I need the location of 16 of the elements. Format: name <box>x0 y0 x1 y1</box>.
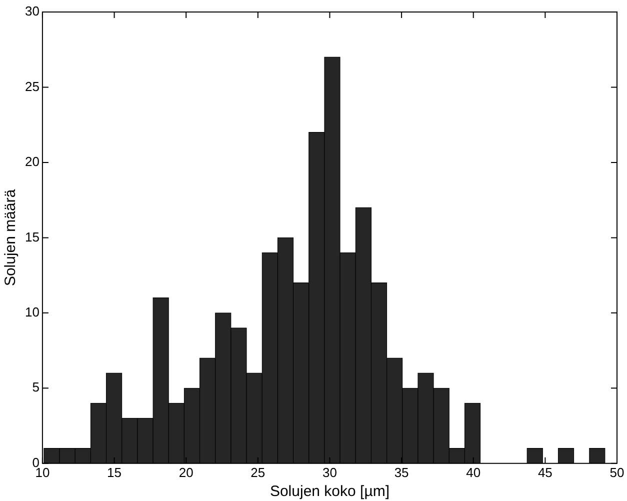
x-tick-label: 25 <box>250 464 266 480</box>
y-tick-label: 10 <box>24 304 40 320</box>
x-tick-label: 15 <box>107 464 122 480</box>
x-tick-label: 20 <box>178 464 194 480</box>
y-tick-label: 30 <box>24 4 40 19</box>
x-axis-title: Solujen koko [µm] <box>270 483 390 500</box>
y-tick-label: 5 <box>32 380 40 395</box>
x-tick-label: 50 <box>610 464 624 480</box>
x-tick-label: 40 <box>466 464 481 480</box>
x-tick-label: 30 <box>322 464 337 480</box>
y-axis-title: Solujen määrä <box>2 188 20 286</box>
y-tick-label: 25 <box>24 78 40 94</box>
y-tick-label: 15 <box>24 229 40 244</box>
x-tick-label: 45 <box>538 464 552 480</box>
y-tick-label: 20 <box>24 154 40 170</box>
x-tick-label: 35 <box>394 464 409 480</box>
